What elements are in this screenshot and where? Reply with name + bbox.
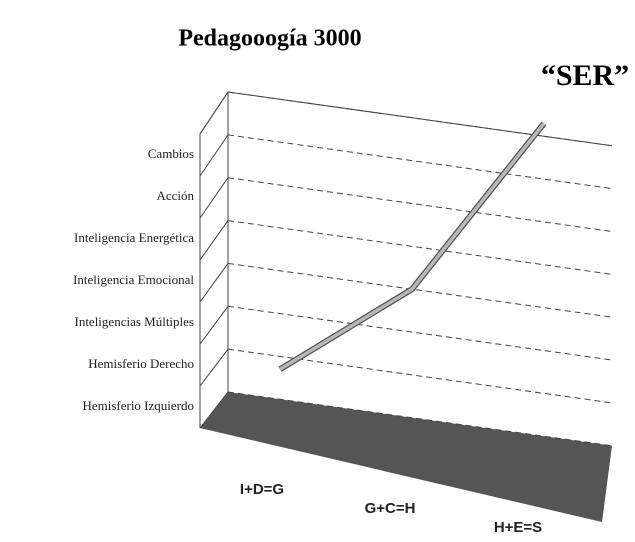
floor	[200, 392, 612, 522]
grid-line	[199, 391, 229, 429]
y-tick-label: Inteligencia Energética	[74, 230, 194, 245]
x-tick-label: I+D=G	[240, 481, 284, 498]
grid-line	[227, 348, 613, 404]
annotation: “SER”	[541, 59, 629, 92]
grid-line	[227, 391, 613, 447]
grid-line	[227, 305, 613, 361]
x-tick-label: H+E=S	[494, 519, 542, 536]
x-tick-label: G+C=H	[365, 500, 416, 517]
chart-title: Pedagooogía 3000	[178, 26, 361, 52]
grid-line	[199, 263, 229, 303]
grid-line	[227, 134, 613, 190]
y-tick-label: Inteligencias Múltiples	[74, 314, 194, 329]
y-tick-label: Hemisferio Izquierdo	[82, 398, 194, 413]
y-tick-label: Acción	[156, 188, 194, 203]
grid-line	[199, 91, 229, 135]
grid-line	[199, 134, 229, 177]
y-tick-label: Cambios	[148, 146, 194, 161]
y-tick-label: Hemisferio Derecho	[88, 356, 194, 371]
grid-line	[227, 177, 613, 232]
grid-line	[227, 220, 613, 275]
grid-line	[199, 177, 229, 219]
line	[279, 122, 546, 371]
y-tick-label: Inteligencia Emocional	[73, 272, 194, 287]
grid-line	[199, 348, 229, 387]
wall-edge	[199, 91, 613, 147]
grid-line	[199, 305, 229, 345]
grid-line	[199, 220, 229, 261]
grid-line	[227, 262, 613, 318]
grid-line	[227, 91, 613, 147]
